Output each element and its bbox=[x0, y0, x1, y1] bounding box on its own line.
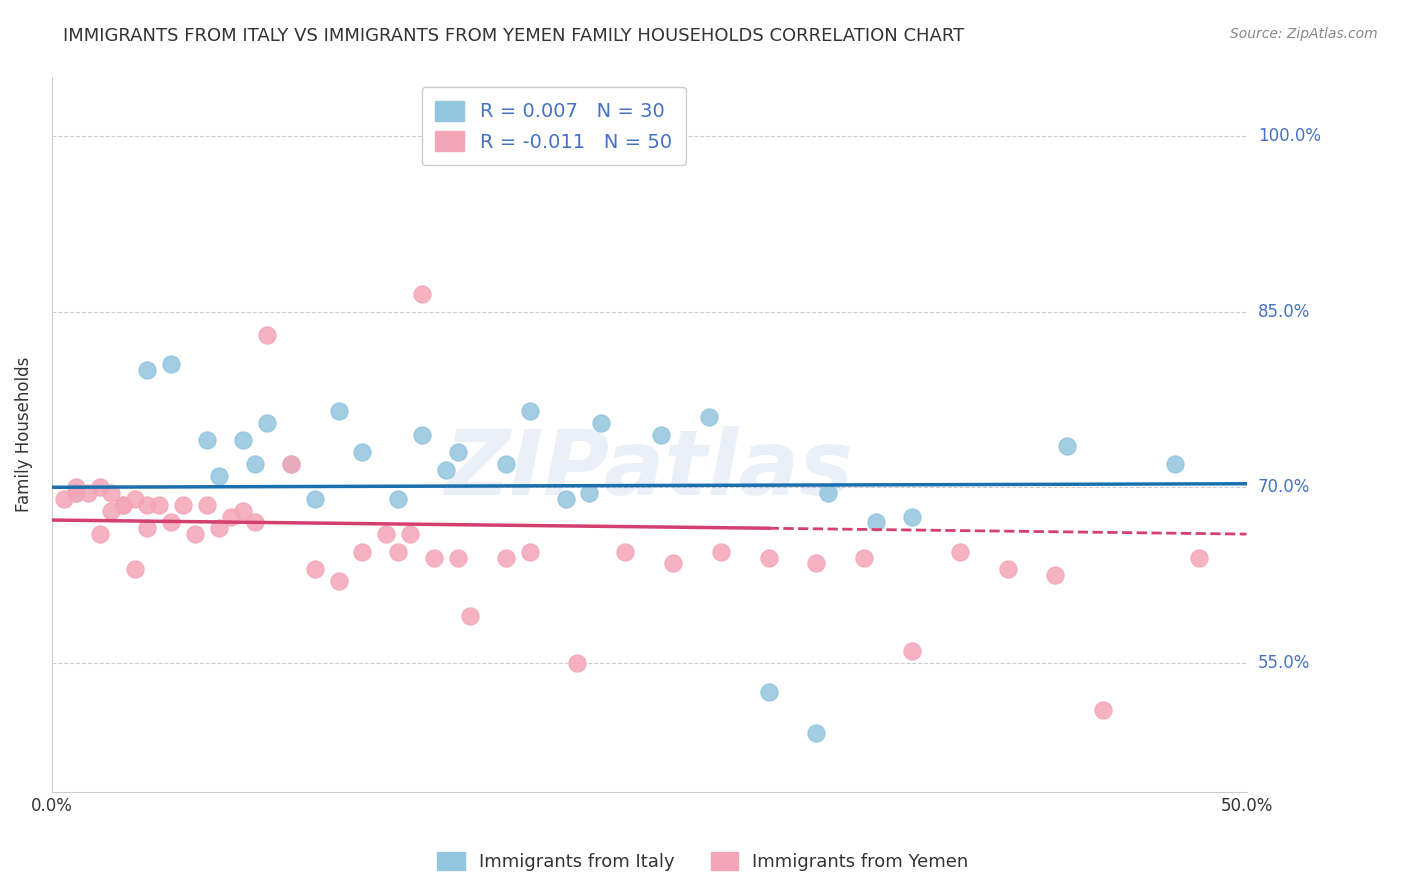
Point bbox=[853, 550, 876, 565]
Point bbox=[901, 644, 924, 658]
Point bbox=[519, 544, 541, 558]
Point bbox=[280, 457, 302, 471]
Point bbox=[1164, 457, 1187, 471]
Point bbox=[232, 434, 254, 448]
Point bbox=[352, 544, 374, 558]
Point bbox=[554, 491, 576, 506]
Point bbox=[243, 516, 266, 530]
Point bbox=[112, 498, 135, 512]
Point bbox=[411, 427, 433, 442]
Point bbox=[256, 416, 278, 430]
Point bbox=[243, 457, 266, 471]
Point bbox=[591, 416, 613, 430]
Point bbox=[423, 550, 446, 565]
Point bbox=[124, 491, 146, 506]
Point bbox=[495, 550, 517, 565]
Point bbox=[232, 504, 254, 518]
Point bbox=[997, 562, 1019, 576]
Text: 55.0%: 55.0% bbox=[1258, 654, 1310, 672]
Point bbox=[399, 527, 422, 541]
Point bbox=[434, 463, 457, 477]
Point bbox=[136, 498, 159, 512]
Text: Source: ZipAtlas.com: Source: ZipAtlas.com bbox=[1230, 27, 1378, 41]
Point bbox=[806, 557, 828, 571]
Point bbox=[195, 434, 218, 448]
Point bbox=[1188, 550, 1211, 565]
Point bbox=[280, 457, 302, 471]
Point bbox=[447, 550, 470, 565]
Point bbox=[100, 486, 122, 500]
Point bbox=[148, 498, 170, 512]
Point bbox=[219, 509, 242, 524]
Point bbox=[650, 427, 672, 442]
Point bbox=[411, 287, 433, 301]
Point bbox=[89, 527, 111, 541]
Point bbox=[352, 445, 374, 459]
Point bbox=[160, 357, 183, 371]
Point bbox=[817, 486, 839, 500]
Point bbox=[758, 685, 780, 699]
Point bbox=[208, 521, 231, 535]
Point bbox=[1092, 703, 1115, 717]
Point bbox=[136, 521, 159, 535]
Y-axis label: Family Households: Family Households bbox=[15, 357, 32, 512]
Point bbox=[387, 491, 409, 506]
Text: 85.0%: 85.0% bbox=[1258, 302, 1310, 320]
Point bbox=[195, 498, 218, 512]
Point bbox=[160, 516, 183, 530]
Point bbox=[172, 498, 194, 512]
Point bbox=[758, 550, 780, 565]
Point bbox=[65, 480, 87, 494]
Point bbox=[256, 328, 278, 343]
Point bbox=[447, 445, 470, 459]
Point bbox=[124, 562, 146, 576]
Text: IMMIGRANTS FROM ITALY VS IMMIGRANTS FROM YEMEN FAMILY HOUSEHOLDS CORRELATION CHA: IMMIGRANTS FROM ITALY VS IMMIGRANTS FROM… bbox=[63, 27, 965, 45]
Point bbox=[304, 562, 326, 576]
Point bbox=[65, 486, 87, 500]
Point bbox=[495, 457, 517, 471]
Point bbox=[614, 544, 637, 558]
Point bbox=[89, 480, 111, 494]
Point bbox=[328, 404, 350, 418]
Point bbox=[519, 404, 541, 418]
Point bbox=[52, 491, 75, 506]
Point bbox=[710, 544, 733, 558]
Point bbox=[1045, 568, 1067, 582]
Point bbox=[662, 557, 685, 571]
Point bbox=[1056, 439, 1078, 453]
Point bbox=[567, 656, 589, 670]
Point bbox=[697, 409, 720, 424]
Point bbox=[208, 468, 231, 483]
Point bbox=[387, 544, 409, 558]
Point bbox=[949, 544, 972, 558]
Text: 100.0%: 100.0% bbox=[1258, 127, 1320, 145]
Point bbox=[304, 491, 326, 506]
Point bbox=[76, 486, 98, 500]
Text: 70.0%: 70.0% bbox=[1258, 478, 1310, 496]
Point bbox=[806, 726, 828, 740]
Point bbox=[100, 504, 122, 518]
Point bbox=[901, 509, 924, 524]
Point bbox=[578, 486, 600, 500]
Point bbox=[184, 527, 207, 541]
Legend: R = 0.007   N = 30, R = -0.011   N = 50: R = 0.007 N = 30, R = -0.011 N = 50 bbox=[422, 87, 686, 165]
Point bbox=[458, 609, 481, 624]
Point bbox=[65, 486, 87, 500]
Point bbox=[328, 574, 350, 588]
Point bbox=[112, 498, 135, 512]
Point bbox=[865, 516, 887, 530]
Point bbox=[136, 363, 159, 377]
Point bbox=[375, 527, 398, 541]
Text: ZIPatlas: ZIPatlas bbox=[444, 426, 853, 515]
Legend: Immigrants from Italy, Immigrants from Yemen: Immigrants from Italy, Immigrants from Y… bbox=[430, 845, 976, 879]
